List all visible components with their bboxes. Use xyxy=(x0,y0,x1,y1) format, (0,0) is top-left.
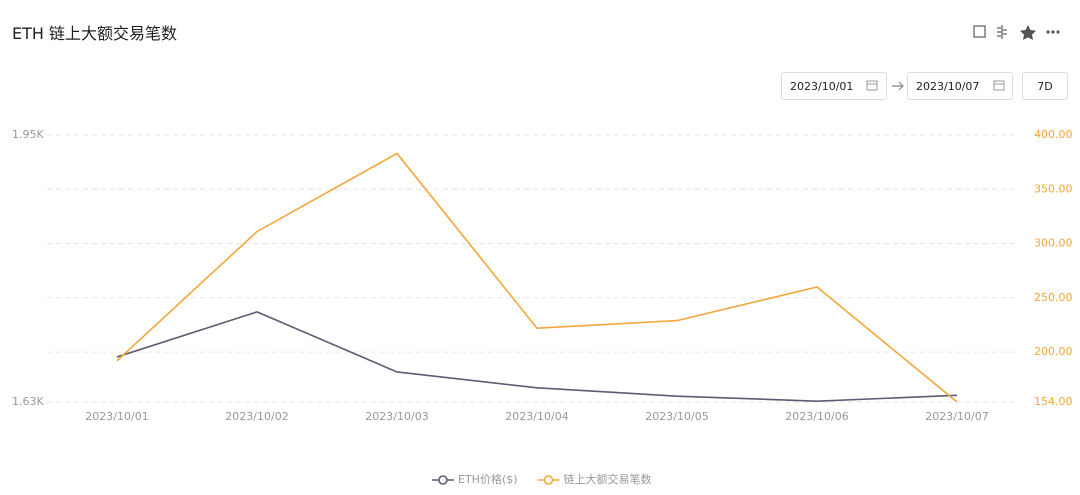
compare-icon[interactable] xyxy=(997,25,1007,39)
y2-tick-label: 400.00 xyxy=(1034,128,1073,141)
y-tick-label: 1.95K xyxy=(12,128,44,141)
series-line xyxy=(116,311,958,402)
range-button[interactable]: 7D xyxy=(1022,72,1068,100)
x-tick-label: 2023/10/02 xyxy=(225,410,288,423)
start-date-text: 2023/10/01 xyxy=(790,80,854,93)
arrow-icon xyxy=(892,81,904,91)
title: ETH 链上大额交易笔数 xyxy=(12,24,178,43)
edit-icon[interactable] xyxy=(973,25,986,38)
x-tick-label: 2023/10/07 xyxy=(925,410,988,423)
legend-marker xyxy=(543,475,554,485)
y2-tick-label: 350.00 xyxy=(1034,182,1073,195)
end-date[interactable]: 2023/10/07 xyxy=(907,72,1013,100)
y2-tick-label: 154.00 xyxy=(1034,395,1073,408)
start-date[interactable]: 2023/10/01 xyxy=(781,72,887,100)
legend-item: 链上大额交易笔数 xyxy=(537,472,652,486)
series-line xyxy=(116,152,958,403)
calendar-icon xyxy=(866,80,878,91)
more-icon[interactable] xyxy=(1046,30,1050,34)
y2-tick-label: 300.00 xyxy=(1034,237,1073,250)
y2-tick-label: 200.00 xyxy=(1034,345,1073,358)
more-icon[interactable] xyxy=(1051,30,1055,34)
more-icon[interactable] xyxy=(1056,30,1060,34)
toolbar-icons xyxy=(973,25,1060,40)
calendar-icon xyxy=(993,80,1005,91)
x-tick-label: 2023/10/03 xyxy=(365,410,428,423)
star-icon[interactable] xyxy=(1020,25,1036,40)
end-date-text: 2023/10/07 xyxy=(916,80,980,93)
y2-tick-label: 250.00 xyxy=(1034,291,1073,304)
x-tick-label: 2023/10/04 xyxy=(505,410,568,423)
legend-label: ETH价格($) xyxy=(458,472,518,486)
legend-label: 链上大额交易笔数 xyxy=(564,472,652,486)
y-tick-label: 1.63K xyxy=(12,395,44,408)
x-tick-label: 2023/10/05 xyxy=(645,410,708,423)
legend-marker xyxy=(438,475,448,485)
x-tick-label: 2023/10/06 xyxy=(785,410,848,423)
x-tick-label: 2023/10/01 xyxy=(85,410,148,423)
legend-item: ETH价格($) xyxy=(432,472,518,486)
